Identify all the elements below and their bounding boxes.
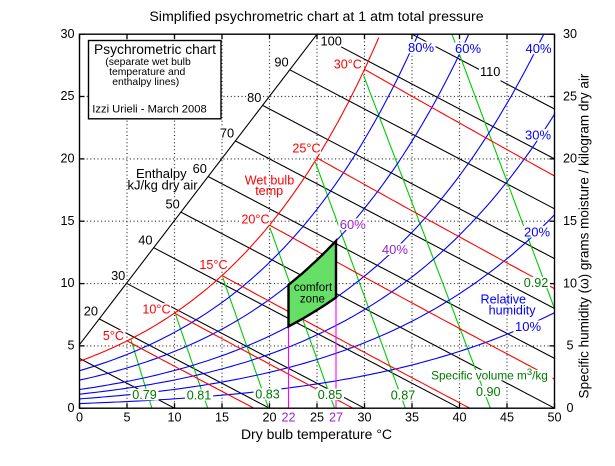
svg-text:60: 60 (193, 161, 207, 176)
svg-text:100: 100 (321, 33, 342, 48)
svg-text:Dry bulb temperature °C: Dry bulb temperature °C (241, 426, 392, 442)
svg-text:temperature and: temperature and (109, 67, 185, 78)
svg-text:110: 110 (480, 64, 500, 79)
svg-text:Wet bulb: Wet bulb (245, 174, 294, 188)
svg-text:10: 10 (167, 411, 181, 425)
svg-text:40%: 40% (525, 41, 551, 56)
svg-text:0: 0 (566, 401, 573, 415)
svg-text:humidity: humidity (489, 303, 537, 317)
svg-text:0.81: 0.81 (187, 388, 212, 402)
svg-text:Simplified psychrometric chart: Simplified psychrometric chart at 1 atm … (149, 9, 483, 25)
svg-text:10°C: 10°C (142, 302, 170, 316)
svg-text:90: 90 (274, 54, 288, 69)
svg-text:enthalpy lines): enthalpy lines) (112, 77, 179, 88)
svg-text:0.87: 0.87 (391, 389, 416, 403)
svg-text:20%: 20% (524, 224, 550, 239)
svg-text:20: 20 (60, 152, 74, 166)
svg-text:20: 20 (262, 411, 276, 425)
svg-text:kJ/kg dry air: kJ/kg dry air (128, 177, 199, 192)
svg-text:30°C: 30°C (334, 57, 362, 71)
svg-text:45: 45 (500, 411, 514, 425)
svg-text:0.92: 0.92 (524, 276, 549, 290)
svg-text:30: 30 (563, 27, 577, 41)
svg-text:0: 0 (67, 401, 74, 415)
svg-text:80: 80 (247, 90, 261, 105)
svg-text:40%: 40% (382, 242, 408, 257)
svg-text:27: 27 (329, 411, 343, 425)
svg-text:50: 50 (547, 411, 561, 425)
svg-text:20: 20 (84, 304, 98, 319)
svg-text:10: 10 (60, 276, 74, 290)
svg-text:0: 0 (76, 411, 83, 425)
svg-text:70: 70 (220, 126, 234, 141)
svg-text:60%: 60% (340, 217, 366, 232)
svg-text:40: 40 (452, 411, 466, 425)
svg-text:30: 30 (111, 268, 125, 283)
svg-text:Izzi Urieli - March 2008: Izzi Urieli - March 2008 (92, 104, 206, 116)
svg-text:0.83: 0.83 (255, 387, 280, 401)
svg-text:15: 15 (215, 411, 229, 425)
svg-text:80%: 80% (408, 40, 434, 55)
svg-text:50: 50 (165, 197, 179, 212)
svg-text:20°C: 20°C (241, 213, 269, 227)
svg-text:30: 30 (357, 411, 371, 425)
svg-text:(separate wet bulb: (separate wet bulb (105, 57, 191, 68)
svg-text:40: 40 (138, 232, 152, 247)
svg-text:Psychrometric chart: Psychrometric chart (94, 42, 216, 57)
svg-text:Enthalpy: Enthalpy (136, 166, 187, 181)
svg-text:15: 15 (563, 214, 577, 228)
svg-text:Relative: Relative (481, 292, 527, 306)
svg-text:10%: 10% (515, 319, 541, 334)
svg-text:0.79: 0.79 (132, 388, 157, 402)
svg-text:0.90: 0.90 (476, 385, 501, 399)
svg-text:22: 22 (281, 411, 295, 425)
svg-text:zone: zone (300, 294, 325, 306)
svg-text:Specific volume m3/kg: Specific volume m3/kg (431, 367, 548, 382)
svg-text:5: 5 (123, 411, 130, 425)
svg-text:35: 35 (405, 411, 419, 425)
svg-text:0.85: 0.85 (318, 388, 343, 402)
svg-text:30%: 30% (525, 128, 551, 143)
svg-text:10: 10 (563, 276, 577, 290)
svg-text:5°C: 5°C (103, 329, 124, 343)
svg-text:comfort: comfort (294, 282, 333, 294)
svg-text:20: 20 (563, 152, 577, 166)
svg-text:25: 25 (310, 411, 324, 425)
svg-text:5: 5 (566, 339, 573, 353)
svg-text:temp: temp (255, 184, 283, 198)
svg-text:25°C: 25°C (292, 142, 320, 156)
svg-text:Specific humidity (ω) grams mo: Specific humidity (ω) grams moisture / k… (577, 73, 592, 398)
svg-text:25: 25 (60, 89, 74, 103)
svg-text:60%: 60% (455, 41, 481, 56)
svg-text:30: 30 (60, 27, 74, 41)
svg-text:15: 15 (60, 214, 74, 228)
svg-text:25: 25 (563, 89, 577, 103)
svg-text:5: 5 (67, 339, 74, 353)
svg-text:15°C: 15°C (199, 258, 227, 272)
